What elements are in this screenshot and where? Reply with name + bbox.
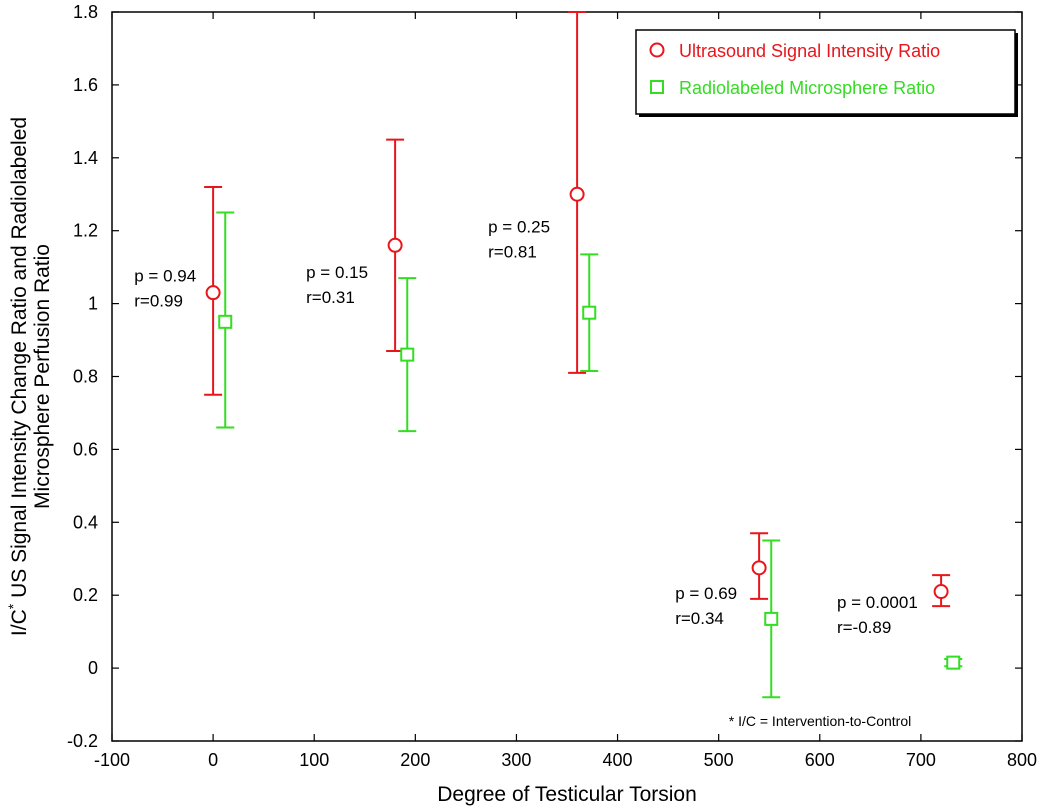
y-tick-label: 1.6: [73, 75, 98, 95]
y-tick-label: 1.4: [73, 148, 98, 168]
y-axis-label-main: I/C: [8, 609, 31, 636]
annotation-line: p = 0.25: [488, 218, 550, 237]
p-value-annotation: p = 0.25 r=0.81: [488, 218, 550, 262]
x-tick-label: 0: [208, 750, 218, 770]
data-series: [204, 11, 963, 699]
data-point-circle: [205, 285, 221, 301]
y-tick-label: 1.2: [73, 221, 98, 241]
annotation-line: p = 0.94: [134, 267, 196, 286]
annotation-line: p = 0.15: [306, 263, 368, 282]
data-point-circle: [933, 584, 949, 600]
annotation-line: p = 0.69: [675, 584, 737, 603]
legend-marker-circle: [649, 42, 665, 58]
x-tick-label: 300: [501, 750, 531, 770]
data-point-square: [764, 611, 779, 626]
series-2: [216, 211, 963, 699]
annotation-line: r=-0.89: [837, 618, 891, 637]
data-point-circle: [387, 237, 403, 253]
y-tick-label: 0: [88, 658, 98, 678]
data-point-square: [582, 305, 597, 320]
y-tick-label: 0.6: [73, 439, 98, 459]
annotation-line: r=0.31: [306, 288, 355, 307]
tick-marks: [111, 11, 1023, 742]
y-tick-label: 1: [88, 294, 98, 314]
annotation-line: p = 0.0001: [837, 593, 918, 612]
legend-box: [635, 29, 1016, 115]
p-value-annotation: p = 0.0001 r=-0.89: [837, 593, 918, 637]
y-tick-label: 0.8: [73, 367, 98, 387]
data-point-square: [400, 347, 415, 362]
legend-label: Radiolabeled Microsphere Ratio: [679, 78, 935, 98]
legend-marker-square: [650, 80, 664, 94]
data-point-square: [946, 655, 961, 670]
plot-frame: [111, 11, 1023, 742]
y-tick-labels: -0.2 0 0.2 0.4 0.6 0.8 1 1.2 1.4 1.6 1.8: [67, 2, 98, 751]
y-tick-label: 0.4: [73, 512, 98, 532]
y-axis-label-rest: US Signal Intensity Change Ratio and Rad…: [8, 117, 31, 604]
legend-label: Ultrasound Signal Intensity Ratio: [679, 41, 940, 61]
y-axis-label: I/C* US Signal Intensity Change Ratio an…: [5, 117, 54, 636]
y-axis-label-line2: Microsphere Perfusion Ratio: [31, 244, 54, 509]
x-tick-label: 400: [603, 750, 633, 770]
annotation-line: r=0.99: [134, 292, 183, 311]
x-tick-label: 600: [805, 750, 835, 770]
y-tick-label: 1.8: [73, 2, 98, 22]
x-tick-label: 700: [906, 750, 936, 770]
data-point-square: [218, 314, 233, 329]
annotations: p = 0.94 r=0.99 p = 0.15 r=0.31 p = 0.25 r=0.…: [134, 218, 918, 637]
p-value-annotation: p = 0.15 r=0.31: [306, 263, 368, 307]
p-value-annotation: p = 0.69 r=0.34: [675, 584, 737, 628]
x-tick-label: 500: [704, 750, 734, 770]
x-tick-labels: -100 0 100 200 300 400 500 600 700 800: [94, 750, 1037, 770]
y-axis-label-superscript: *: [5, 603, 21, 609]
x-tick-label: 100: [299, 750, 329, 770]
x-axis-label: Degree of Testicular Torsion: [437, 783, 697, 806]
data-point-circle: [751, 560, 767, 576]
footnote: * I/C = Intervention-to-Control: [729, 713, 911, 729]
y-tick-label: -0.2: [67, 731, 98, 751]
series-1: [204, 11, 951, 608]
y-axis-label-line1: I/C* US Signal Intensity Change Ratio an…: [5, 117, 31, 636]
p-value-annotation: p = 0.94 r=0.99: [134, 267, 196, 311]
x-tick-label: -100: [94, 750, 130, 770]
x-tick-label: 800: [1007, 750, 1037, 770]
annotation-line: r=0.34: [675, 609, 724, 628]
y-tick-label: 0.2: [73, 585, 98, 605]
data-point-circle: [569, 186, 585, 202]
legend: Ultrasound Signal Intensity Ratio Radiola…: [635, 29, 1018, 117]
annotation-line: r=0.81: [488, 243, 537, 262]
x-tick-label: 200: [400, 750, 430, 770]
